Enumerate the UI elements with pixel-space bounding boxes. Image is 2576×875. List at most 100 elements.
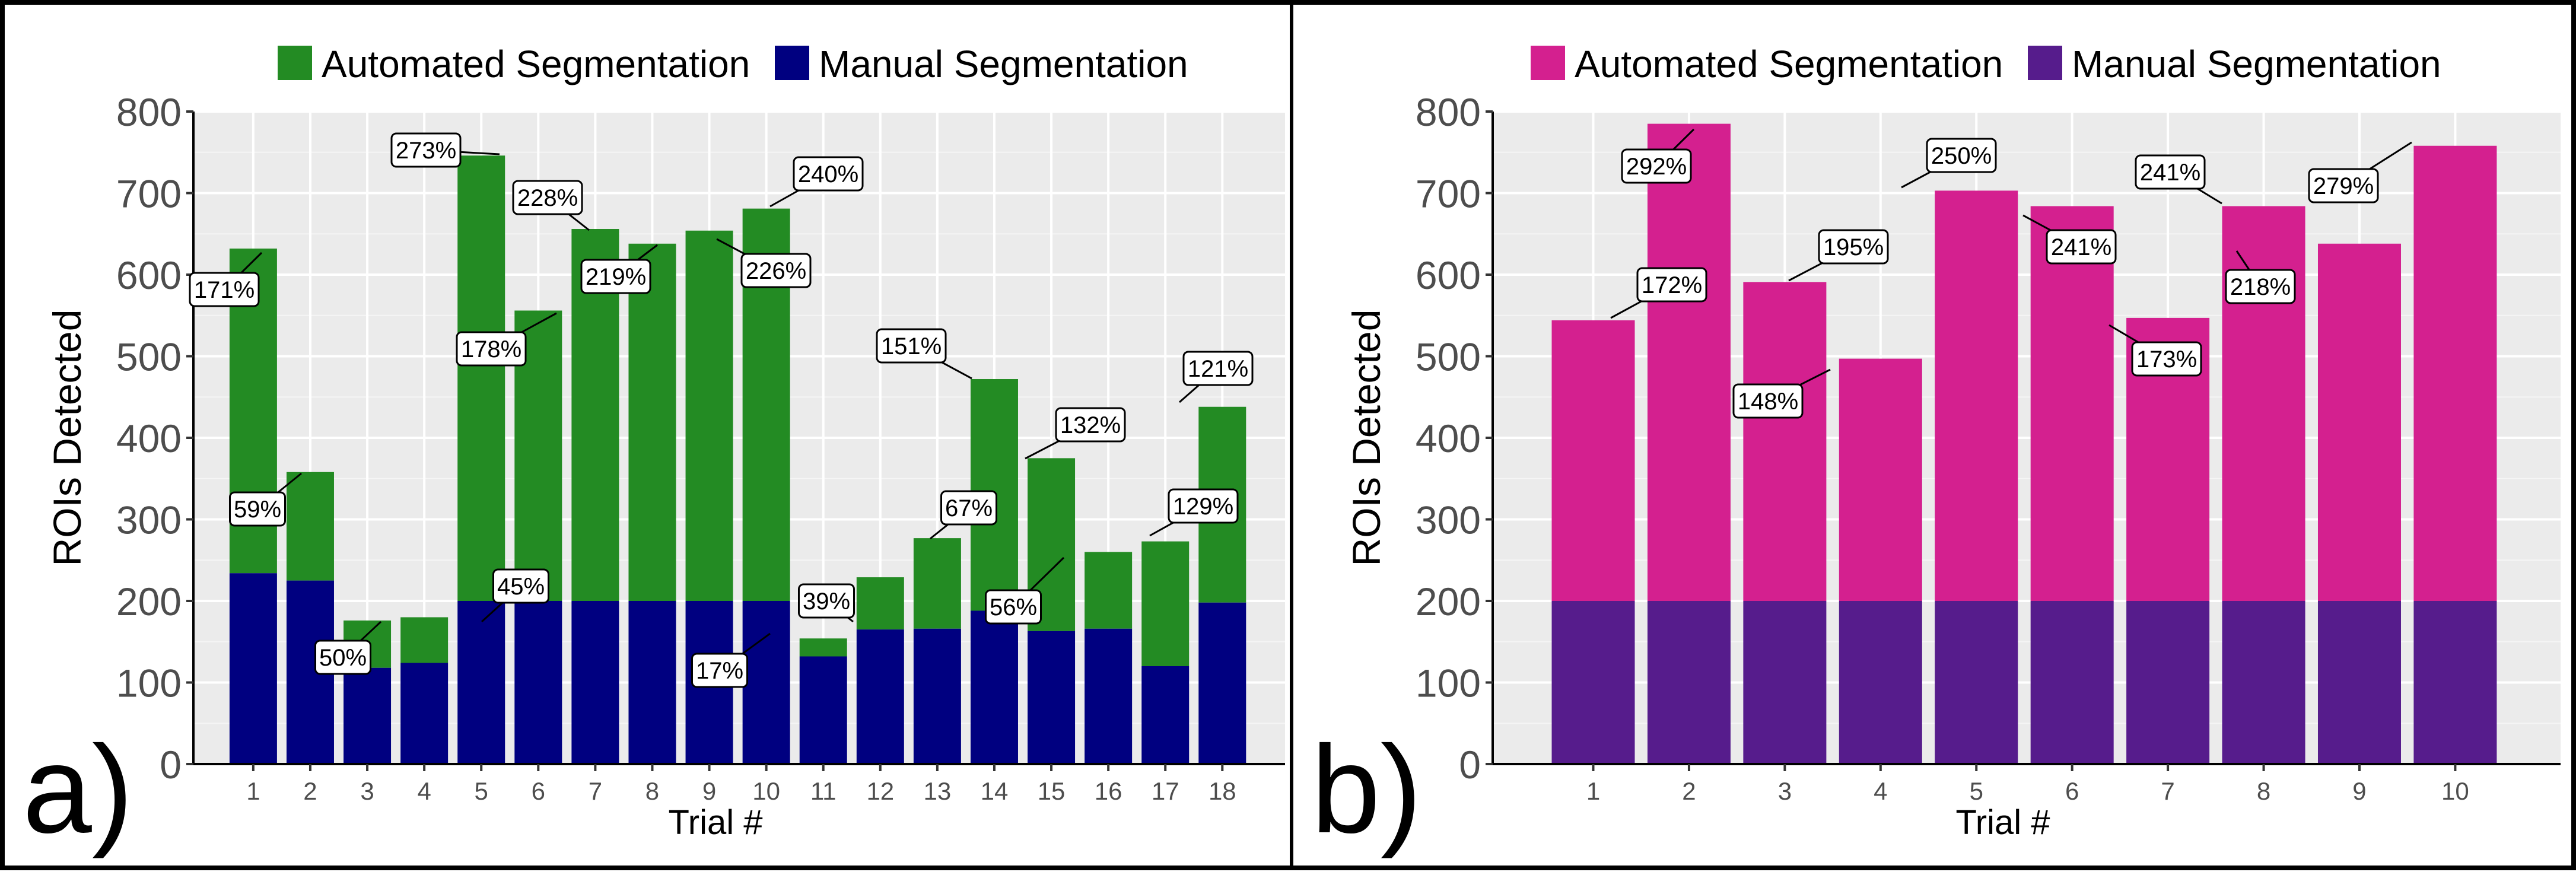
bar-manual-3 — [344, 667, 392, 764]
bar-manual-9 — [2317, 601, 2401, 764]
x-tick-label: 2 — [303, 777, 317, 805]
y-tick-label: 0 — [160, 743, 182, 787]
annotation-label: 241% — [2140, 160, 2200, 186]
bar-manual-8 — [2222, 601, 2305, 764]
bar-manual-1 — [229, 573, 277, 764]
bar-automated-5 — [457, 155, 505, 601]
bar-manual-10 — [742, 601, 790, 764]
x-tick-label: 10 — [2441, 777, 2469, 805]
annotation-box — [876, 328, 947, 364]
bar-automated-2 — [1647, 123, 1731, 601]
bar-manual-11 — [799, 656, 847, 764]
bar-manual-3 — [1743, 601, 1827, 764]
annotation-box — [1168, 488, 1239, 524]
legend-automated-label: Automated Segmentation — [1575, 43, 2003, 85]
y-tick-label: 500 — [1416, 335, 1481, 379]
bar-automated-4 — [1839, 358, 1922, 601]
annotation-label: 195% — [1823, 234, 1884, 260]
annotation-label: 129% — [1173, 494, 1233, 520]
legend-manual-label: Manual Segmentation — [2072, 43, 2441, 85]
annotation-box — [1732, 383, 1804, 419]
legend-automated-swatch — [1531, 46, 1565, 80]
legend-automated-swatch — [278, 46, 312, 80]
x-tick-label: 7 — [589, 777, 602, 805]
annotation-label: 219% — [586, 264, 646, 290]
annotation-label: 59% — [234, 497, 281, 523]
x-tick-label: 5 — [475, 777, 488, 805]
x-tick-label: 1 — [1586, 777, 1600, 805]
bar-automated-9 — [2317, 243, 2401, 601]
annotation-box — [2225, 269, 2296, 304]
bar-automated-2 — [286, 472, 334, 581]
bar-manual-15 — [1028, 631, 1076, 764]
bar-manual-4 — [1839, 601, 1922, 764]
legend-manual-label: Manual Segmentation — [819, 43, 1188, 85]
bar-manual-17 — [1141, 666, 1190, 764]
annotation-box — [2308, 168, 2379, 203]
annotation-label: 173% — [2136, 346, 2197, 373]
annotation-box — [740, 253, 812, 288]
annotation-box — [1182, 351, 1254, 386]
x-tick-label: 15 — [1038, 777, 1066, 805]
annotation-label: 50% — [319, 645, 367, 671]
y-tick-label: 800 — [116, 90, 182, 134]
y-tick-label: 100 — [116, 661, 182, 705]
x-axis-title: Trial # — [1956, 803, 2050, 842]
y-tick-label: 300 — [1416, 498, 1481, 542]
annotation-box — [512, 180, 583, 215]
bar-automated-12 — [856, 577, 904, 630]
x-tick-label: 1 — [246, 777, 260, 805]
x-tick-label: 9 — [2352, 777, 2366, 805]
bar-automated-16 — [1085, 552, 1133, 629]
x-tick-label: 7 — [2161, 777, 2174, 805]
annotation-box — [2135, 154, 2206, 190]
panel-letter: a) — [23, 720, 133, 859]
y-tick-label: 700 — [116, 172, 182, 216]
bar-manual-5 — [1935, 601, 2018, 764]
annotation-label: 292% — [1626, 154, 1687, 180]
annotation-label: 171% — [194, 277, 255, 303]
x-tick-label: 2 — [1682, 777, 1696, 805]
y-tick-label: 600 — [1416, 253, 1481, 297]
legend-manual-swatch — [2028, 46, 2062, 80]
y-axis-title: ROIs Detected — [1344, 310, 1388, 567]
y-tick-label: 100 — [1416, 661, 1481, 705]
annotation-label: 228% — [517, 185, 578, 211]
bar-manual-5 — [457, 601, 505, 764]
x-tick-label: 14 — [981, 777, 1009, 805]
annotation-box — [798, 583, 855, 619]
x-tick-label: 6 — [532, 777, 545, 805]
annotation-label: 45% — [497, 574, 545, 600]
bar-automated-6 — [2030, 206, 2114, 601]
annotation-box — [691, 653, 748, 688]
annotation-label: 172% — [1642, 272, 1702, 298]
annotation-label: 132% — [1060, 412, 1121, 438]
x-tick-label: 17 — [1152, 777, 1179, 805]
bar-automated-4 — [400, 617, 449, 663]
y-axis-title: ROIs Detected — [45, 310, 89, 567]
annotation-label: 67% — [945, 495, 993, 521]
annotation-box — [390, 132, 462, 168]
annotation-label: 39% — [803, 588, 850, 615]
bar-manual-14 — [970, 610, 1018, 764]
bar-automated-3 — [1743, 282, 1827, 601]
y-tick-label: 200 — [1416, 580, 1481, 623]
annotation-box — [985, 589, 1042, 625]
bar-automated-1 — [1551, 320, 1635, 601]
y-tick-label: 300 — [116, 498, 182, 542]
annotation-label: 250% — [1931, 143, 1992, 169]
y-tick-label: 0 — [1459, 743, 1481, 787]
y-tick-label: 700 — [1416, 172, 1481, 216]
annotation-box — [1926, 138, 1997, 173]
y-tick-label: 600 — [116, 253, 182, 297]
x-tick-label: 5 — [1970, 777, 1983, 805]
x-tick-label: 8 — [2257, 777, 2270, 805]
annotation-box — [1055, 407, 1126, 443]
bar-manual-16 — [1085, 628, 1133, 764]
bar-manual-4 — [400, 663, 449, 764]
bar-automated-10 — [2413, 145, 2497, 601]
bar-manual-2 — [1647, 601, 1731, 764]
bar-automated-13 — [913, 538, 961, 629]
x-tick-label: 8 — [645, 777, 659, 805]
bar-manual-12 — [856, 629, 904, 764]
